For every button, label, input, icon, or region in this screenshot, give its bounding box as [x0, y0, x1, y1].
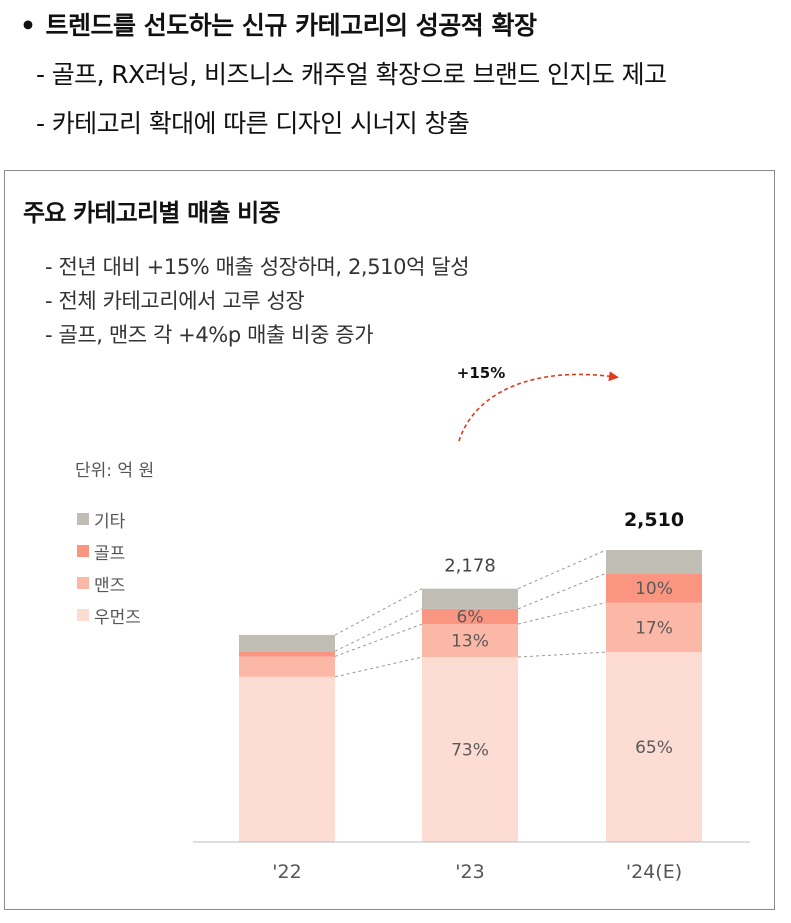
- chart-panel: 주요 카테고리별 매출 비중 - 전년 대비 +15% 매출 성장하며, 2,5…: [4, 170, 775, 910]
- bar-other-2: [422, 588, 518, 609]
- legend-swatch-golf: [77, 545, 89, 557]
- legend-label-other: 기타: [94, 511, 126, 532]
- bullet-dot: •: [20, 11, 36, 40]
- connector-line: [334, 608, 423, 652]
- connector-line: [334, 623, 423, 657]
- connector-line: [517, 602, 607, 625]
- legend-swatch-other: [77, 513, 89, 525]
- bar-other-3: [606, 550, 702, 574]
- x-tick-label-1: '22: [272, 861, 301, 883]
- bar-golf-3: [606, 573, 702, 603]
- bar-womens-1: [239, 676, 335, 842]
- growth-arrow: [458, 371, 619, 442]
- legend: 기타 골프 맨즈 우먼즈: [77, 503, 141, 631]
- bar-womens-2: [422, 657, 518, 842]
- legend-item-womens: 우먼즈: [77, 599, 141, 631]
- bar-mens-2: [422, 624, 518, 658]
- x-tick-label-2: '23: [455, 861, 484, 883]
- panel-note-2: - 전체 카테고리에서 고루 성장: [45, 289, 305, 313]
- data-label-womens-2: 73%: [451, 741, 489, 761]
- connector-line: [517, 549, 607, 590]
- bar-other-1: [239, 634, 335, 652]
- connector-line: [517, 651, 607, 658]
- x-tick-label-3: '24(E): [626, 861, 682, 883]
- connector-line: [517, 572, 607, 610]
- bar-golf-2: [422, 608, 518, 625]
- bar-womens-3: [606, 652, 702, 842]
- bar-mens-1: [239, 656, 335, 677]
- legend-swatch-womens: [77, 609, 89, 621]
- legend-item-golf: 골프: [77, 535, 141, 567]
- connector-line: [334, 656, 423, 678]
- legend-swatch-mens: [77, 577, 89, 589]
- growth-label: +15%: [457, 364, 505, 382]
- legend-label-golf: 골프: [94, 543, 126, 564]
- data-label-mens-2: 13%: [451, 632, 489, 652]
- connector-line: [334, 588, 423, 636]
- panel-note-1: - 전년 대비 +15% 매출 성장하며, 2,510억 달성: [45, 255, 470, 279]
- legend-item-other: 기타: [77, 503, 141, 535]
- data-label-golf-3: 10%: [635, 579, 673, 599]
- legend-item-mens: 맨즈: [77, 567, 141, 599]
- stacked-bar-chart: 73%13%6%65%17%10%'22'23'24(E)2,1782,510 …: [193, 364, 750, 883]
- header-sub-item-2: - 카테고리 확대에 따른 디자인 시너지 창출: [36, 109, 470, 138]
- legend-label-mens: 맨즈: [94, 575, 126, 596]
- data-label-mens-3: 17%: [635, 618, 673, 638]
- panel-title: 주요 카테고리별 매출 비중: [23, 199, 281, 227]
- data-label-golf-2: 6%: [457, 608, 484, 628]
- header-sub-item-1: - 골프, RX러닝, 비즈니스 캐주얼 확장으로 브랜드 인지도 제고: [36, 60, 667, 89]
- header-title-text: 트렌드를 선도하는 신규 카테고리의 성공적 확장: [45, 11, 537, 40]
- legend-label-womens: 우먼즈: [94, 607, 141, 628]
- data-label-womens-3: 65%: [635, 738, 673, 758]
- header-title: • 트렌드를 선도하는 신규 카테고리의 성공적 확장: [20, 6, 537, 42]
- total-label-2: 2,178: [444, 556, 496, 577]
- unit-label: 단위: 억 원: [75, 461, 155, 481]
- total-label-3: 2,510: [624, 509, 684, 531]
- bar-golf-1: [239, 651, 335, 657]
- panel-note-3: - 골프, 맨즈 각 +4%p 매출 비중 증가: [45, 323, 374, 347]
- bar-mens-3: [606, 602, 702, 653]
